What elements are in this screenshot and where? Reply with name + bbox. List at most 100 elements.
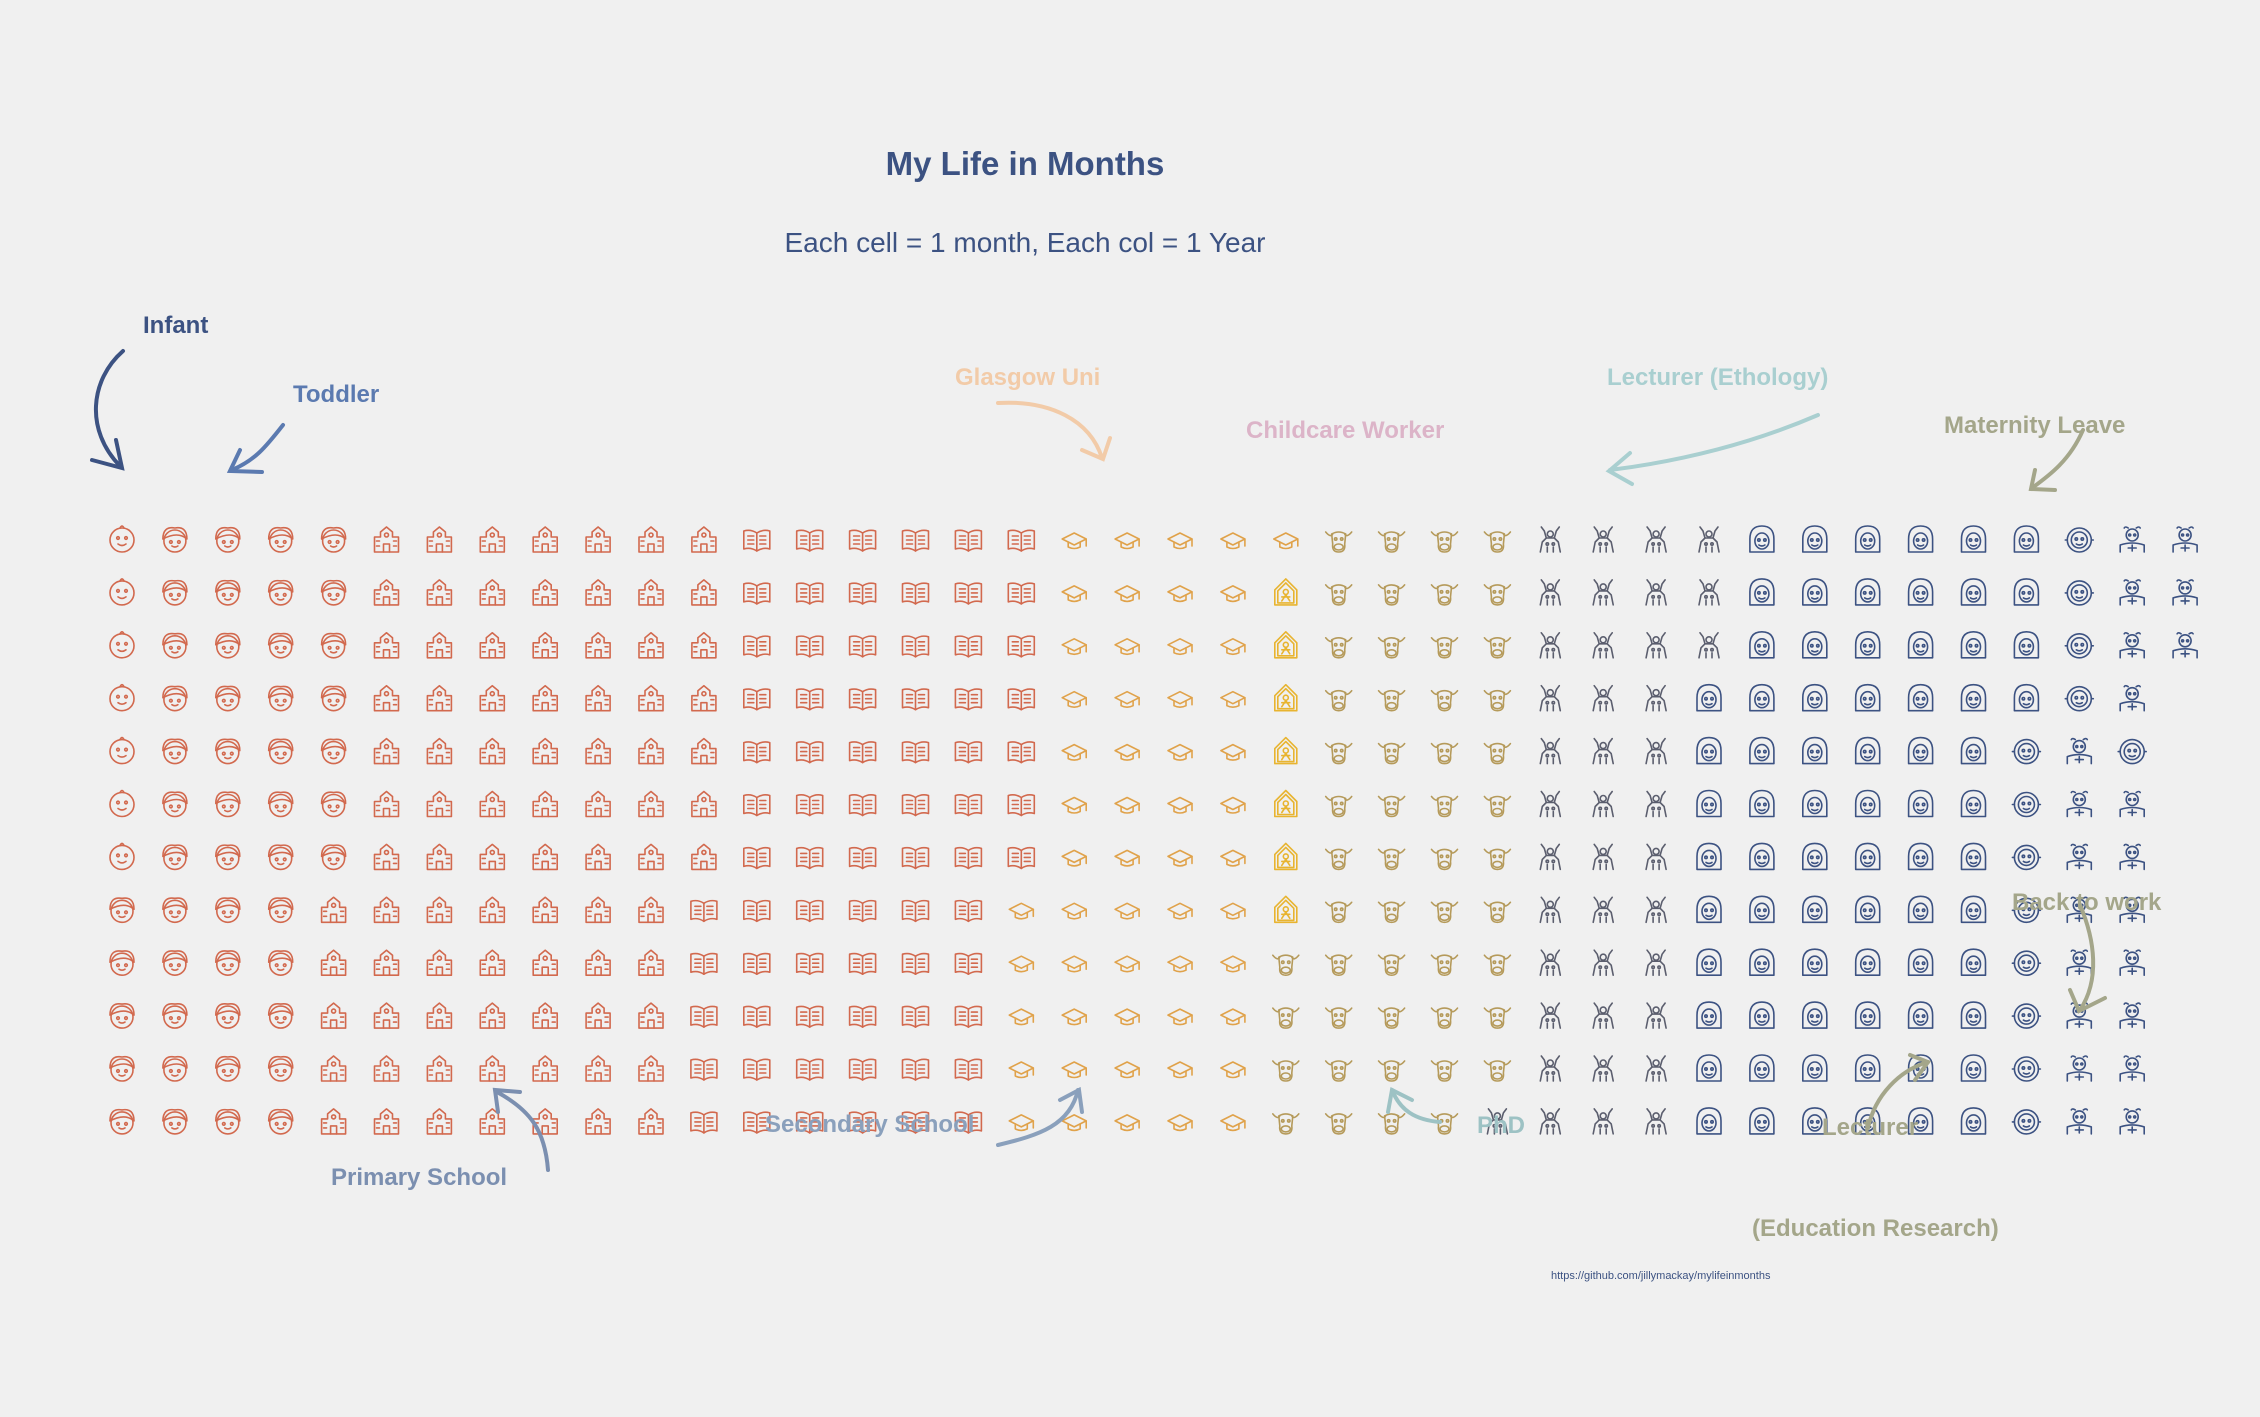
- waffle-cell: [1592, 896, 1614, 924]
- animal-icon: [1645, 1002, 1667, 1029]
- school-building-icon: [426, 737, 453, 765]
- open-book-icon: [954, 952, 983, 975]
- waffle-cell: [848, 741, 877, 764]
- graduation-cap-icon: [1220, 902, 1246, 920]
- graduation-cap-icon: [1167, 902, 1193, 920]
- waffle-cell: [743, 1111, 771, 1134]
- lecturer-face-icon: [1854, 1001, 1881, 1029]
- child-face-icon: [162, 950, 188, 977]
- waffle-cell: [1061, 1008, 1087, 1026]
- waffle-cell: [267, 526, 294, 553]
- waffle-cell: [1274, 895, 1298, 924]
- waffle-cell: [1324, 689, 1353, 712]
- waffle-cell: [267, 950, 294, 977]
- waffle-cell: [426, 632, 453, 659]
- baby-round-icon: [2011, 1109, 2042, 1135]
- waffle-cell: [585, 790, 611, 818]
- lecturer-face-icon: [1960, 789, 1987, 818]
- waffle-cell: [1272, 1007, 1300, 1029]
- cow-face-icon: [1324, 742, 1353, 765]
- school-building-icon: [479, 737, 506, 765]
- open-book-icon: [901, 1111, 930, 1134]
- graduation-cap-icon: [1114, 796, 1140, 814]
- label-lecturer: Lecturer: [1822, 1114, 1918, 1141]
- school-building-icon: [373, 1002, 400, 1029]
- waffle-cell: [2013, 683, 2040, 712]
- child-face-icon: [267, 897, 294, 924]
- child-face-icon: [267, 632, 294, 659]
- school-building-icon: [532, 526, 558, 553]
- school-building-icon: [426, 843, 453, 871]
- waffle-cell: [954, 1005, 983, 1028]
- lecturer-face-icon: [1696, 789, 1722, 818]
- graduation-cap-icon: [1114, 1061, 1140, 1079]
- cow-face-icon: [1377, 1007, 1406, 1029]
- waffle-cell: [1960, 683, 1987, 712]
- waffle-cell: [1960, 578, 1987, 606]
- school-building-icon: [373, 843, 400, 871]
- waffle-cell: [109, 897, 135, 924]
- waffle-cell: [532, 632, 558, 659]
- animal-icon: [1592, 790, 1614, 818]
- waffle-cell: [1007, 529, 1036, 552]
- waffle-cell: [1539, 790, 1562, 818]
- lecturer-face-icon: [1854, 683, 1881, 712]
- waffle-cell: [320, 1108, 347, 1135]
- waffle-cell: [2011, 897, 2042, 924]
- waffle-cell: [954, 529, 983, 552]
- source-link[interactable]: https://github.com/jillymackay/mylifeinm…: [1551, 1270, 1771, 1282]
- school-building-icon: [426, 1002, 453, 1029]
- worker-icon: [2119, 843, 2145, 871]
- cow-face-icon: [1324, 531, 1353, 553]
- waffle-cell: [426, 949, 453, 976]
- waffle-cell: [215, 950, 241, 977]
- annotation-labels: Infant Toddler Primary School Glasgow Un…: [143, 312, 2125, 1242]
- graduation-cap-icon: [1167, 849, 1193, 867]
- waffle-cell: [320, 1055, 347, 1082]
- waffle-cell: [1907, 842, 1934, 871]
- open-book-icon: [690, 1005, 718, 1028]
- lecturer-face-icon: [1749, 1001, 1775, 1029]
- waffle-cell: [795, 529, 824, 552]
- waffle-cell: [2119, 684, 2145, 712]
- child-face-icon: [162, 632, 188, 659]
- lecturer-face-icon: [1907, 631, 1934, 659]
- waffle-cell: [373, 790, 400, 818]
- arrow-back-to-work-head: [2068, 988, 2107, 1014]
- waffle-cell: [795, 1111, 824, 1134]
- waffle-cell: [1061, 955, 1087, 973]
- school-building-icon: [638, 1108, 664, 1135]
- waffle-cell: [215, 738, 241, 765]
- open-book-icon: [743, 952, 771, 975]
- open-book-icon: [901, 1058, 930, 1081]
- waffle-cell: [901, 952, 930, 975]
- waffle-cell: [1324, 584, 1353, 606]
- school-building-icon: [691, 737, 717, 765]
- waffle-cell: [2011, 791, 2042, 818]
- animal-icon: [1592, 684, 1614, 712]
- cow-face-icon: [1324, 637, 1353, 659]
- open-book-icon: [743, 582, 771, 605]
- graduation-cap-icon: [1220, 1061, 1246, 1079]
- open-book-icon: [795, 794, 824, 817]
- open-book-icon: [954, 529, 983, 552]
- animal-icon: [1539, 632, 1562, 659]
- waffle-cell: [848, 794, 877, 817]
- waffle-cell: [479, 1055, 506, 1082]
- graduation-cap-icon: [1061, 902, 1087, 920]
- graduation-cap-icon: [1220, 743, 1246, 761]
- waffle-cell: [1749, 631, 1775, 659]
- waffle-cell: [1061, 849, 1087, 867]
- waffle-cell: [638, 1002, 664, 1029]
- cow-face-icon: [1324, 1007, 1353, 1029]
- house-child-icon: [1274, 789, 1298, 818]
- open-book-icon: [795, 952, 824, 975]
- open-book-icon: [848, 899, 877, 923]
- waffle-cell: [373, 1002, 400, 1029]
- arrow-maternity-head: [2028, 468, 2057, 492]
- graduation-cap-icon: [1061, 585, 1087, 603]
- waffle-cell: [267, 738, 294, 765]
- waffle-cell: [1377, 689, 1406, 712]
- waffle-cell: [1802, 525, 1828, 553]
- waffle-cell: [532, 1002, 558, 1029]
